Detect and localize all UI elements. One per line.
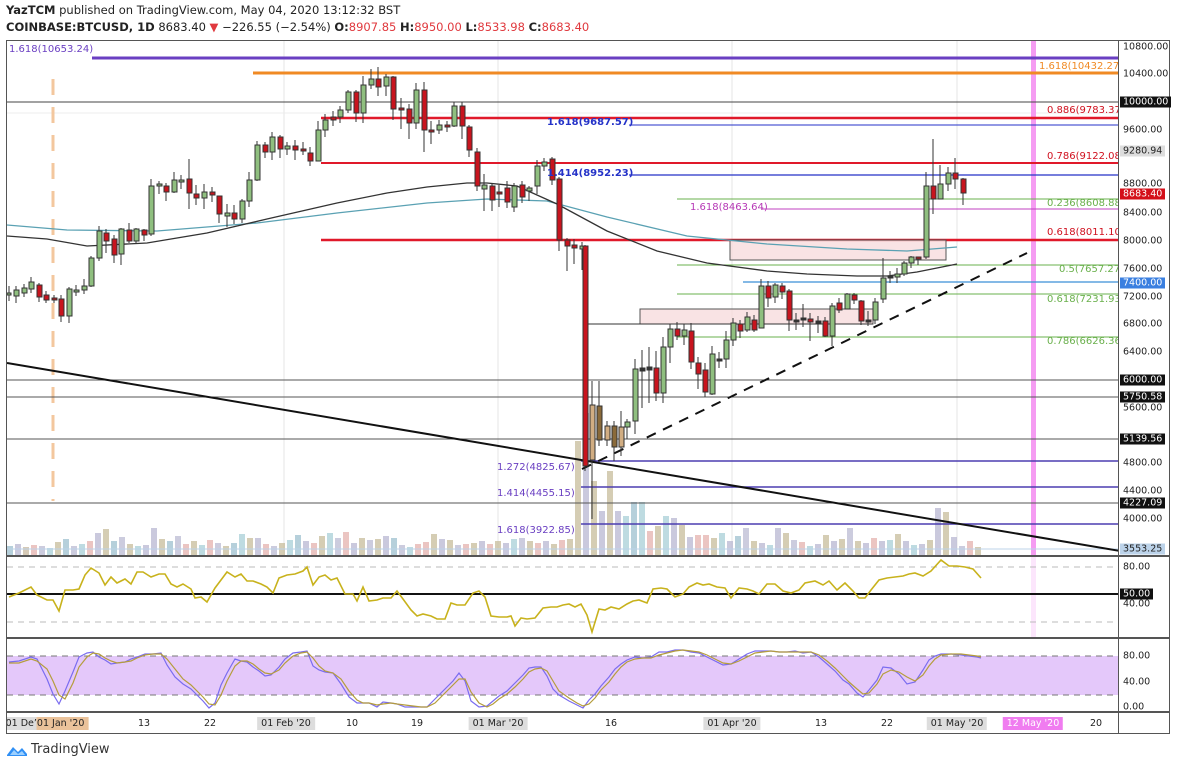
- time-label: 13: [137, 718, 151, 729]
- price-tick: 4400.00: [1123, 485, 1163, 497]
- price-tick: 6400.00: [1123, 346, 1163, 358]
- price-tag-3553: 3553.25: [1120, 543, 1166, 555]
- symbol-legend: COINBASE:BTCUSD, 1D 8683.40 ▼ −226.55 (−…: [6, 20, 589, 34]
- price-tag-6000: 6000.00: [1120, 374, 1166, 386]
- axis-corner: [1119, 712, 1170, 734]
- level-label-8011: 0.618(8011.10): [1047, 227, 1119, 238]
- price-tick: 7200.00: [1123, 291, 1163, 303]
- close-label: C:: [528, 20, 542, 34]
- low-value: 8533.98: [477, 20, 525, 34]
- high-value: 8950.00: [414, 20, 462, 34]
- level-label-3922: 1.618(3922.85): [497, 525, 575, 536]
- price-tag-9280: 9280.94: [1120, 145, 1166, 157]
- time-label-feb: 01 Feb '20: [257, 717, 315, 730]
- price-tick: 8000.00: [1123, 235, 1163, 247]
- rsi-pane[interactable]: [6, 556, 1119, 638]
- price-chart-canvas: [7, 41, 1118, 555]
- tradingview-logo-icon: [7, 746, 27, 756]
- rsi-tick-40: 40.00: [1123, 598, 1151, 610]
- open-label: O:: [334, 20, 349, 34]
- rsi-canvas: [7, 557, 1118, 637]
- level-label-7231: 0.618(7231.93): [1047, 294, 1119, 305]
- price-axis[interactable]: 10800.00 10400.00 10000.00 9600.00 9280.…: [1119, 40, 1172, 556]
- level-label-10432: 1.618(10432.27): [1039, 61, 1119, 72]
- level-label-10653: 1.618(10653.24): [9, 44, 94, 55]
- level-label-7657: 0.5(7657.27): [1059, 264, 1119, 275]
- rsi-axis: 80.00 50.00 40.00: [1119, 556, 1170, 638]
- time-label: 10: [345, 718, 359, 729]
- stoch-axis: 80.00 40.00 0.00: [1119, 638, 1170, 713]
- tradingview-branding[interactable]: TradingView: [6, 742, 110, 757]
- stoch-k-line: [8, 649, 982, 709]
- time-label-mar: 01 Mar '20: [468, 717, 528, 730]
- fib-levels: [7, 56, 1118, 550]
- level-label-8952: 1.414(8952.23): [547, 168, 634, 179]
- symbol-label: COINBASE:BTCUSD, 1D: [6, 20, 155, 34]
- time-label: 16: [604, 718, 618, 729]
- price-tag-7400: 7400.00: [1120, 277, 1166, 289]
- stoch-tick-80: 80.00: [1123, 650, 1151, 662]
- time-label: 22: [880, 718, 894, 729]
- time-label-apr: 01 Apr '20: [703, 717, 761, 730]
- level-label-6626: 0.786(6626.36): [1047, 336, 1119, 347]
- level-label-9687: 1.618(9687.57): [547, 117, 634, 128]
- publisher-line: YazTCM published on TradingView.com, May…: [6, 3, 400, 17]
- price-pane[interactable]: 1.618(10653.24) 1.618(10432.27) 0.886(97…: [6, 40, 1119, 556]
- level-label-8463: 1.618(8463.64): [690, 202, 768, 213]
- published-text: published on TradingView.com, May 04, 20…: [59, 3, 401, 17]
- future-date-marker: [1031, 41, 1036, 555]
- low-label: L:: [465, 20, 478, 34]
- stoch-rsi-pane[interactable]: [6, 638, 1119, 712]
- level-label-8608: 0.236(8608.88): [1047, 198, 1119, 209]
- stoch-band: [7, 656, 1118, 695]
- price-tick: 10800.00: [1123, 41, 1169, 53]
- time-label-may: 01 May '20: [926, 717, 988, 730]
- candlesticks: [7, 67, 967, 519]
- time-label: 19: [410, 718, 424, 729]
- time-label: 22: [203, 718, 217, 729]
- rsi-line: [8, 558, 982, 635]
- price-tag-4227: 4227.09: [1120, 497, 1166, 509]
- ma-100-line: [7, 182, 958, 277]
- time-label: 13: [814, 718, 828, 729]
- price-tag-10000: 10000.00: [1120, 96, 1172, 108]
- price-tick: 4800.00: [1123, 457, 1163, 469]
- rsi-tag-50: 50.00: [1120, 588, 1154, 600]
- price-change: −226.55 (−2.54%): [222, 20, 331, 34]
- level-label-4455: 1.414(4455.15): [497, 488, 575, 499]
- stoch-d-line: [9, 649, 982, 708]
- last-price: 8683.40: [158, 20, 206, 34]
- price-tag-5750: 5750.58: [1120, 391, 1166, 403]
- price-tick: 4000.00: [1123, 513, 1163, 525]
- volume-bars: [7, 413, 981, 555]
- rsi-tick-80: 80.00: [1123, 561, 1151, 573]
- price-tag-5139: 5139.56: [1120, 433, 1166, 445]
- author-name[interactable]: YazTCM: [6, 3, 56, 17]
- level-label-9783: 0.886(9783.37): [1047, 105, 1119, 116]
- time-axis[interactable]: 01 De’01 Jan '20 13 22 01 Feb '20 10 19 …: [6, 712, 1119, 734]
- stoch-tick-40: 40.00: [1123, 676, 1151, 688]
- price-tick: 7600.00: [1123, 263, 1163, 275]
- price-tick: 10400.00: [1123, 68, 1169, 80]
- level-label-9122: 0.786(9122.08): [1047, 151, 1119, 162]
- stoch-tick-0: 0.00: [1123, 701, 1145, 713]
- last-price-tag: 8683.40: [1120, 188, 1166, 200]
- price-tick: 8800.00: [1123, 178, 1163, 190]
- down-triangle-icon: ▼: [209, 20, 219, 34]
- price-tick: 6800.00: [1123, 318, 1163, 330]
- level-label-4825: 1.272(4825.67): [497, 462, 575, 473]
- high-label: H:: [399, 20, 415, 34]
- descending-trendline: [7, 362, 1118, 552]
- stoch-canvas: [7, 649, 1118, 709]
- price-tick: 5600.00: [1123, 402, 1163, 414]
- price-tick: 8400.00: [1123, 207, 1163, 219]
- open-value: 8907.85: [348, 20, 397, 34]
- close-value: 8683.40: [541, 20, 590, 34]
- time-label-future-marker: 12 May '20: [1002, 717, 1064, 730]
- time-label: 20: [1089, 718, 1103, 729]
- time-label-jan: 01 De’01 Jan '20: [7, 717, 89, 730]
- tradingview-brand-text: TradingView: [31, 742, 110, 757]
- price-tick: 9600.00: [1123, 124, 1163, 136]
